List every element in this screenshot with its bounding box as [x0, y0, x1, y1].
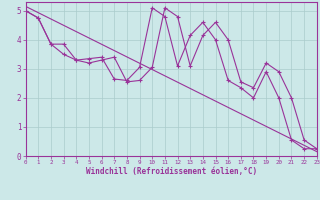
X-axis label: Windchill (Refroidissement éolien,°C): Windchill (Refroidissement éolien,°C): [86, 167, 257, 176]
